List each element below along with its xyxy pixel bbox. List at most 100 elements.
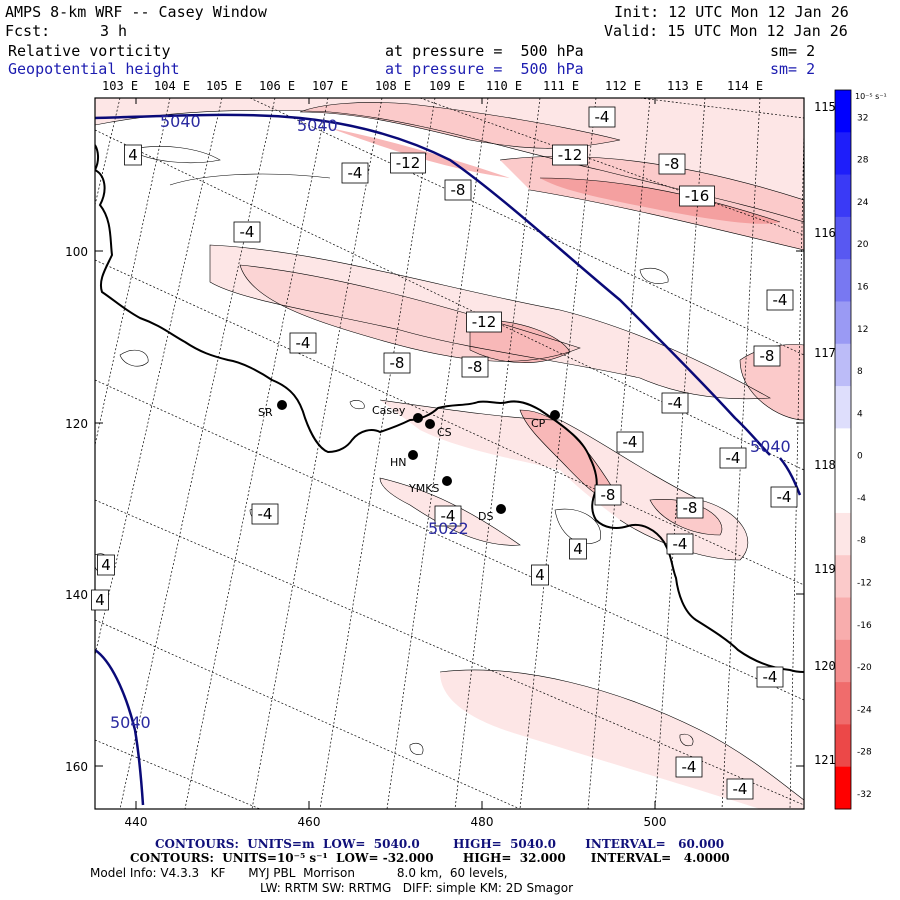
lon-112: 112 E <box>605 79 641 93</box>
contour-label-box <box>124 144 142 166</box>
x-tick-labels: 440 460 480 500 <box>125 815 667 829</box>
contour-label: -4 <box>441 507 456 525</box>
x-tick-440: 440 <box>125 815 148 829</box>
lon-108: 108 E <box>375 79 411 93</box>
contour-label-box <box>753 345 781 367</box>
station-label-cp: CP <box>531 417 546 430</box>
height-label-5022: 5022 <box>428 519 469 538</box>
contour-label-box <box>719 447 747 469</box>
contour-label-box <box>569 538 587 560</box>
field2-pressure: at pressure = 500 hPa <box>385 60 584 78</box>
y-tick-140: 140 <box>65 588 88 602</box>
lon-113: 113 E <box>667 79 703 93</box>
colorbar-tick-label: -32 <box>857 790 872 800</box>
colorbar-tick-label: 24 <box>857 198 869 208</box>
station-marker-ymks <box>442 476 452 486</box>
colorbar-units: 10⁻⁵ s⁻¹ <box>855 92 887 101</box>
station-label-sr: SR <box>258 406 273 419</box>
colorbar-tick-label: -16 <box>857 621 872 631</box>
station-label-cs: CS <box>437 426 452 439</box>
station-marker-hn <box>408 450 418 460</box>
axis-ticks <box>95 98 804 809</box>
contour-label-box <box>461 356 489 378</box>
contour-label: -4 <box>763 668 778 686</box>
field1-pressure: at pressure = 500 hPa <box>385 42 584 60</box>
y-tick-160: 160 <box>65 760 88 774</box>
contour-label: 4 <box>101 556 111 574</box>
contour-label-box <box>444 179 472 201</box>
valid-time: Valid: 15 UTC Mon 12 Jan 26 <box>604 22 848 40</box>
height-label-5040-a: 5040 <box>160 112 201 131</box>
y-tick-labels: 100 120 140 160 <box>65 245 88 774</box>
contour-label: 4 <box>95 591 105 609</box>
colorbar-swatch <box>835 216 851 260</box>
plot-title: AMPS 8-km WRF -- Casey Window <box>5 3 267 21</box>
colorbar-tick-label: -24 <box>857 705 872 715</box>
station-label-ymks: YMKS <box>408 482 439 495</box>
field1-smoothing: sm= 2 <box>770 42 816 60</box>
contour-label: -4 <box>623 433 638 451</box>
contour-label-box <box>770 486 798 508</box>
colorbar-swatch <box>835 555 851 599</box>
contour-label: -4 <box>682 758 697 776</box>
contour-label-box <box>531 564 549 586</box>
contour-label: -4 <box>673 535 688 553</box>
colorbar-swatch <box>835 597 851 641</box>
contour-label: 4 <box>535 566 545 584</box>
contour-label-box <box>726 778 754 800</box>
footer-height-contours: CONTOURS: UNITS=m LOW= 5040.0 HIGH= 5040… <box>155 837 725 851</box>
contour-label: -4 <box>668 394 683 412</box>
contour-label: -4 <box>777 488 792 506</box>
contour-label: -12 <box>558 146 583 164</box>
colorbar-tick-label: -20 <box>857 663 872 673</box>
contour-label-box <box>383 352 411 374</box>
colorbar-swatch <box>835 132 851 176</box>
contour-label-box <box>616 431 644 453</box>
station-marker-ds <box>496 504 506 514</box>
colorbar-tick-label: 4 <box>857 409 863 419</box>
station-label-hn: HN <box>390 456 407 469</box>
vorticity-band-coastal <box>380 400 748 560</box>
colorbar-swatch <box>835 343 851 387</box>
height-label-5040-d: 5040 <box>110 713 151 732</box>
contour-label-box <box>91 589 109 611</box>
contour-label-box <box>466 311 502 333</box>
colorbar-swatch <box>835 259 851 302</box>
contour-label-box <box>675 756 703 778</box>
vorticity-band-top <box>95 98 804 222</box>
colorbar-swatch <box>835 428 851 472</box>
contour-label-box <box>434 505 462 527</box>
colorbar-frame <box>834 89 852 810</box>
colorbar-swatch <box>835 301 851 345</box>
vorticity-band-bottom <box>440 669 804 809</box>
field2-name: Geopotential height <box>8 60 180 78</box>
contour-label: -8 <box>601 486 616 504</box>
contour-label: -12 <box>472 313 497 331</box>
height-label-5040-c: 5040 <box>750 437 791 456</box>
contour-label-box <box>676 497 704 519</box>
lon-105: 105 E <box>206 79 242 93</box>
colorbar-swatch <box>835 470 851 514</box>
contour-label: -4 <box>726 449 741 467</box>
contour-label: -4 <box>348 164 363 182</box>
station-marker-cp <box>550 410 560 420</box>
colorbar-swatch <box>835 639 851 683</box>
contour-label-box <box>766 289 794 311</box>
station-marker-casey <box>413 413 423 423</box>
contour-label: -8 <box>760 347 775 365</box>
contour-label-box <box>666 533 694 555</box>
height-labels: 5040 5040 5040 5040 5022 <box>110 112 791 732</box>
colorbar-tick-label: -28 <box>857 748 872 758</box>
station-label-ds: DS <box>478 510 493 523</box>
contour-label: -8 <box>665 155 680 173</box>
contour-label-box <box>341 162 369 184</box>
contour-label: -4 <box>258 505 273 523</box>
colorbar-swatch <box>835 682 851 725</box>
contour-label-box <box>97 554 115 576</box>
init-time: Init: 12 UTC Mon 12 Jan 26 <box>614 3 849 21</box>
contour-label: -8 <box>451 181 466 199</box>
contour-label: -4 <box>595 108 610 126</box>
contour-label-box <box>594 484 622 506</box>
contour-value-labels: -4 -12 -8 -12 -8 -16 -4 -4 -4 -12 -8 -8 -4 -8 -4 -4 -4 -4… <box>91 106 798 800</box>
